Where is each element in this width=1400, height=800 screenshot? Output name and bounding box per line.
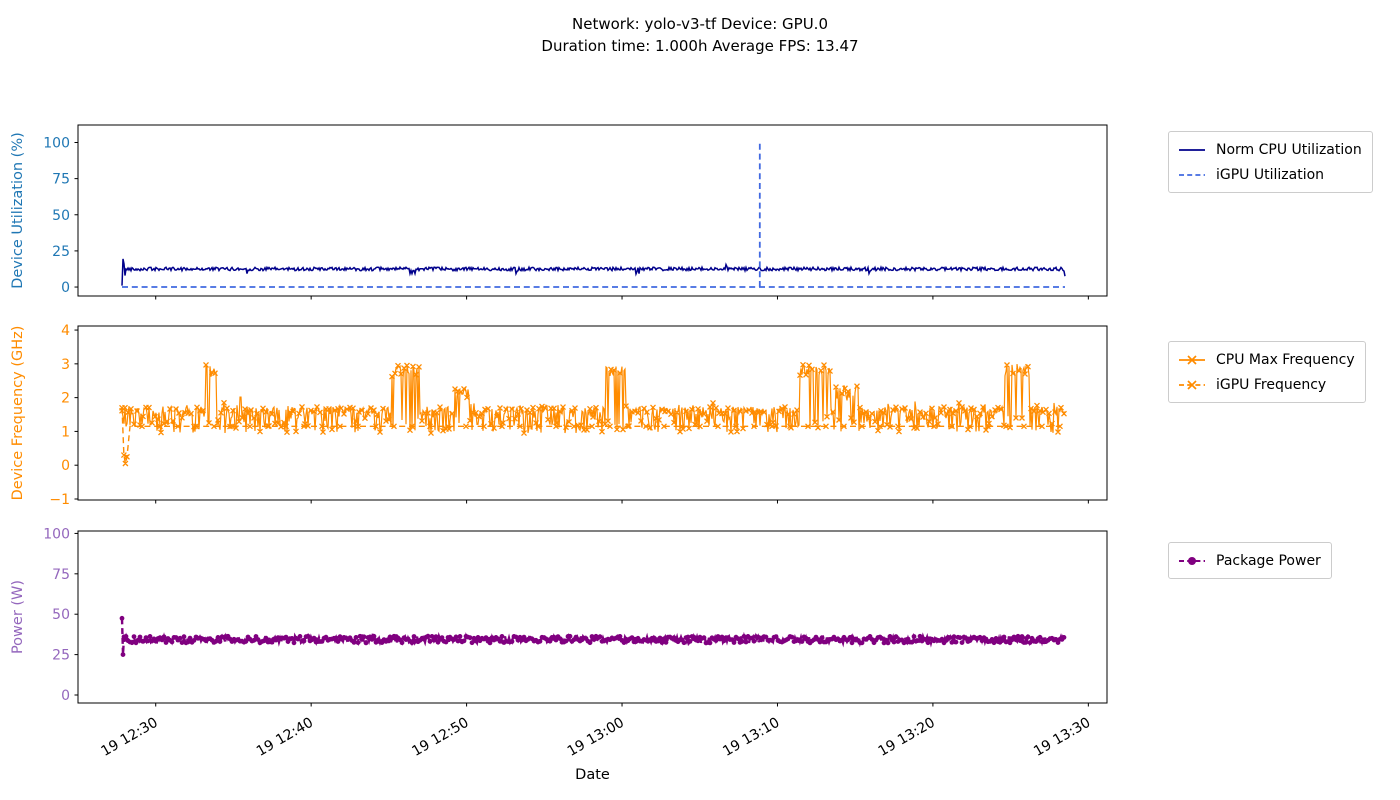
y-tick-label: 1: [61, 424, 70, 440]
y-axis-label: Device Frequency (GHz): [10, 326, 26, 501]
legend-frequency: CPU Max Frequency iGPU Frequency: [1168, 341, 1366, 403]
y-tick-label: 75: [52, 567, 70, 583]
x-tick-label: 19 13:10: [720, 715, 782, 760]
x-axis-label: Date: [575, 767, 610, 783]
legend-label: iGPU Utilization: [1216, 166, 1325, 183]
y-tick-label: 50: [52, 208, 70, 224]
y-axis-label: Device Utilization (%): [10, 132, 26, 289]
legend-solid-line-sample: [1179, 148, 1205, 151]
legend-power: Package Power: [1168, 542, 1332, 579]
legend-dashed-x-sample: [1179, 379, 1205, 390]
y-tick-label: 75: [52, 172, 70, 188]
y-tick-label: 0: [61, 280, 70, 296]
x-marker-icon: [1187, 379, 1197, 390]
y-tick-label: 0: [61, 688, 70, 704]
series-markers-igpu-frequency: [119, 404, 1063, 467]
legend-item-package-power: Package Power: [1177, 548, 1321, 573]
x-tick-label: 19 12:30: [98, 715, 160, 760]
figure-title: Network: yolo-v3-tf Device: GPU.0 Durati…: [0, 13, 1400, 57]
figure-title-line1: Network: yolo-v3-tf Device: GPU.0: [572, 15, 828, 33]
legend-utilization: Norm CPU Utilization iGPU Utilization: [1168, 131, 1373, 193]
y-axis-label: Power (W): [10, 580, 26, 654]
legend-label: iGPU Frequency: [1216, 376, 1327, 393]
subplot-border: [77, 325, 1108, 501]
y-tick-label: 100: [43, 526, 70, 542]
x-tick-label: 19 13:20: [876, 715, 938, 760]
series-line-cpu-max-frequency: [121, 363, 1066, 434]
subplot-border: [77, 530, 1108, 704]
series-line-norm-cpu-utilization: [121, 258, 1066, 286]
legend-item-norm-cpu-utilization: Norm CPU Utilization: [1177, 137, 1362, 162]
series-line-igpu-utilization: [122, 142, 1065, 288]
legend-label: Package Power: [1216, 552, 1321, 569]
y-tick-label: 4: [61, 323, 70, 339]
legend-item-igpu-frequency: iGPU Frequency: [1177, 372, 1355, 397]
circle-marker-icon: [1188, 556, 1196, 565]
legend-label: CPU Max Frequency: [1216, 351, 1355, 368]
x-tick-label: 19 13:00: [565, 715, 627, 760]
figure-title-line2: Duration time: 1.000h Average FPS: 13.47: [541, 37, 859, 55]
series-line-igpu-frequency: [121, 407, 1060, 464]
y-tick-label: 0: [61, 458, 70, 474]
y-tick-label: −1: [49, 492, 70, 508]
y-tick-label: 100: [43, 135, 70, 151]
legend-label: Norm CPU Utilization: [1216, 141, 1362, 158]
x-marker-icon: [1187, 354, 1197, 365]
x-tick-label: 19 13:30: [1031, 715, 1093, 760]
y-tick-label: 50: [52, 607, 70, 623]
legend-item-cpu-max-frequency: CPU Max Frequency: [1177, 347, 1355, 372]
y-tick-label: 25: [52, 244, 70, 260]
legend-dashed-dot-sample: [1179, 556, 1205, 565]
legend-solid-x-sample: [1179, 354, 1205, 365]
y-tick-label: 3: [61, 357, 70, 373]
subplot-border: [77, 124, 1108, 297]
x-tick-label: 19 12:40: [254, 715, 316, 760]
y-tick-label: 25: [52, 648, 70, 664]
legend-dashed-line-sample: [1179, 173, 1205, 176]
x-tick-label: 19 12:50: [409, 715, 471, 760]
y-tick-label: 2: [61, 391, 70, 407]
legend-item-igpu-utilization: iGPU Utilization: [1177, 162, 1362, 187]
series-markers-package-power: [119, 615, 1067, 657]
